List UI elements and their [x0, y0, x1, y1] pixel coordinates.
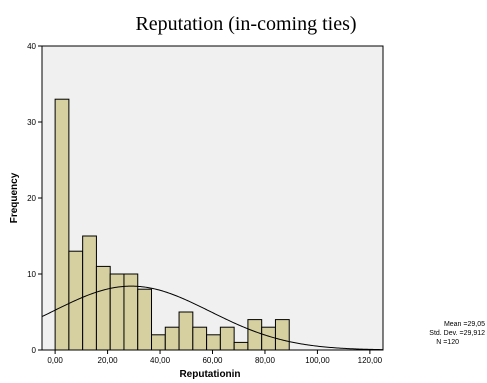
histogram-bar [137, 288, 153, 351]
histogram-bar [247, 319, 263, 351]
histogram-bar [206, 334, 221, 351]
stats-std-dev: Std. Dev. =29,912 [429, 330, 485, 337]
y-axis-title: Frequency [9, 172, 20, 223]
histogram-bar [109, 273, 125, 351]
chart-title: Reputation (in-coming ties) [135, 13, 356, 35]
y-tick-label: 10 [27, 270, 36, 279]
x-tick-label: 20,00 [98, 356, 119, 365]
y-tick-label: 0 [32, 346, 37, 355]
histogram-bar [95, 265, 111, 351]
x-tick-label: 40,00 [150, 356, 171, 365]
x-axis-ticks: 0,00 20,00 40,00 60,00 80,00 100,00 120,00 [47, 350, 383, 365]
normal-curve [41, 285, 384, 351]
x-tick-label: 60,00 [202, 356, 223, 365]
normal-curve-layer [41, 285, 384, 351]
histogram-bar [233, 341, 249, 351]
histogram-bar [151, 334, 166, 351]
histogram-bar [274, 319, 290, 351]
x-tick-label: 80,00 [255, 356, 276, 365]
stats-n: N =120 [436, 339, 459, 346]
histogram-bar [54, 98, 70, 351]
y-axis-ticks: 0 10 20 30 40 [27, 42, 42, 355]
stats-mean: Mean =29,05 [444, 321, 485, 328]
y-tick-label: 20 [27, 194, 36, 203]
x-tick-label: 100,00 [305, 356, 330, 365]
histogram-bar [123, 273, 139, 351]
x-tick-label: 120,00 [358, 356, 383, 365]
histogram-bar [192, 326, 208, 351]
x-tick-label: 0,00 [47, 356, 63, 365]
y-tick-label: 30 [27, 118, 36, 127]
y-tick-label: 40 [27, 42, 36, 51]
histogram-bar [178, 311, 194, 351]
x-axis-title: Reputationin [179, 369, 240, 380]
histogram-bar [219, 326, 235, 351]
histogram-bar [164, 326, 180, 351]
histogram-bars [54, 98, 290, 351]
histogram-bar [261, 326, 276, 351]
